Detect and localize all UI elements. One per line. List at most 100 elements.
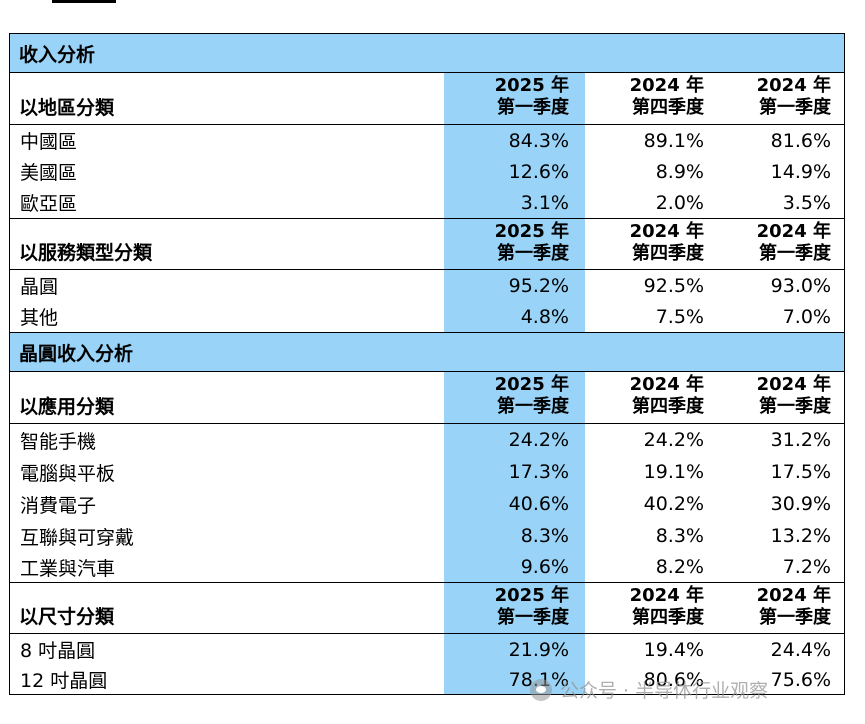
- value-cell: 31.2%: [770, 429, 831, 451]
- section-header-revenue: 收入分析: [10, 34, 844, 73]
- value-cell: 40.6%: [508, 493, 569, 515]
- value-cell: 9.6%: [520, 556, 569, 578]
- highlight-column: [444, 552, 585, 582]
- col-header-2025q1: 2025 年第一季度: [495, 75, 569, 119]
- value-cell: 19.4%: [643, 638, 704, 661]
- table-row: 其他 4.8% 7.5% 7.0%: [10, 301, 844, 333]
- column-header-row: 以服務類型分類 2025 年第一季度 2024 年第四季度 2024 年第一季度: [10, 219, 844, 270]
- value-cell: 8.9%: [655, 160, 704, 183]
- value-cell: 17.5%: [770, 461, 831, 483]
- row-label: 智能手機: [20, 430, 97, 453]
- table-row: 中國區 84.3% 89.1% 81.6%: [10, 125, 844, 156]
- row-label: 美國區: [20, 162, 78, 184]
- value-cell: 95.2%: [508, 274, 569, 297]
- table-row: 歐亞區 3.1% 2.0% 3.5%: [10, 187, 844, 219]
- category-title: 以尺寸分類: [19, 606, 115, 628]
- section-title: 收入分析: [19, 43, 96, 66]
- highlight-column: [444, 424, 585, 456]
- wechat-icon: [530, 678, 552, 701]
- col-header-2025q1: 2025 年第一季度: [495, 585, 569, 629]
- highlight-column: [444, 187, 585, 218]
- column-header-row: 以地區分類 2025 年第一季度 2024 年第四季度 2024 年第一季度: [10, 73, 844, 125]
- highlight-column: [444, 156, 585, 187]
- col-header-line: 第一季度: [497, 97, 569, 118]
- col-header-line: 第一季度: [497, 396, 569, 417]
- col-header-line: 2024 年: [756, 221, 831, 242]
- row-label: 12 吋晶圓: [20, 670, 108, 692]
- col-header-line: 2024 年: [629, 585, 704, 606]
- col-header-line: 2024 年: [756, 75, 831, 96]
- col-header-line: 第一季度: [759, 607, 831, 628]
- row-label: 消費電子: [20, 494, 97, 517]
- value-cell: 7.2%: [782, 556, 831, 578]
- highlight-column: [444, 301, 585, 332]
- value-cell: 17.3%: [508, 461, 569, 483]
- table-row: 智能手機 24.2% 24.2% 31.2%: [10, 424, 844, 456]
- highlight-column: [444, 73, 585, 124]
- row-label: 中國區: [20, 131, 78, 153]
- col-header-2024q1: 2024 年第一季度: [757, 75, 831, 119]
- table-row: 8 吋晶圓 21.9% 19.4% 24.4%: [10, 634, 844, 665]
- highlight-column: [444, 520, 585, 552]
- col-header-line: 2024 年: [629, 221, 704, 242]
- value-cell: 40.2%: [643, 493, 704, 515]
- table-row: 電腦與平板 17.3% 19.1% 17.5%: [10, 456, 844, 488]
- highlight-column: [444, 270, 585, 301]
- col-header-line: 2024 年: [629, 374, 704, 395]
- col-header-2024q1: 2024 年第一季度: [757, 374, 831, 418]
- value-cell: 3.1%: [520, 191, 569, 214]
- value-cell: 7.0%: [782, 305, 831, 328]
- top-rule: [52, 0, 116, 3]
- value-cell: 21.9%: [508, 638, 569, 661]
- table-row: 美國區 12.6% 8.9% 14.9%: [10, 156, 844, 187]
- table-row: 12 吋晶圓 78.1% 80.6% 75.6%: [10, 665, 844, 694]
- revenue-analysis-table: 收入分析 以地區分類 2025 年第一季度 2024 年第四季度 2024 年第…: [9, 33, 845, 695]
- value-cell: 93.0%: [770, 274, 831, 297]
- col-header-line: 第一季度: [759, 396, 831, 417]
- col-header-2024q1: 2024 年第一季度: [757, 221, 831, 265]
- value-cell: 8.2%: [655, 556, 704, 578]
- col-header-2025q1: 2025 年第一季度: [495, 374, 569, 418]
- table-row: 晶圓 95.2% 92.5% 93.0%: [10, 270, 844, 301]
- value-cell: 4.8%: [520, 305, 569, 328]
- highlight-column: [444, 583, 585, 633]
- value-cell: 3.5%: [782, 191, 831, 214]
- value-cell: 8.3%: [655, 525, 704, 547]
- value-cell: 7.5%: [655, 305, 704, 328]
- col-header-line: 第四季度: [632, 97, 704, 118]
- table-row: 消費電子 40.6% 40.2% 30.9%: [10, 488, 844, 520]
- value-cell: 14.9%: [770, 160, 831, 183]
- col-header-2024q4: 2024 年第四季度: [630, 75, 704, 119]
- watermark-text: 公众号 · 半导体行业观察: [560, 680, 769, 702]
- col-header-line: 第四季度: [632, 243, 704, 264]
- value-cell: 30.9%: [770, 493, 831, 515]
- highlight-column: [444, 456, 585, 488]
- row-label: 電腦與平板: [20, 462, 116, 485]
- highlight-column: [444, 488, 585, 520]
- value-cell: 24.4%: [770, 638, 831, 661]
- row-label: 其他: [20, 307, 59, 329]
- highlight-column: [444, 665, 585, 694]
- col-header-2025q1: 2025 年第一季度: [495, 221, 569, 265]
- highlight-column: [444, 372, 585, 423]
- value-cell: 2.0%: [655, 191, 704, 214]
- value-cell: 89.1%: [643, 129, 704, 152]
- value-cell: 19.1%: [643, 461, 704, 483]
- col-header-line: 2024 年: [756, 374, 831, 395]
- column-header-row: 以應用分類 2025 年第一季度 2024 年第四季度 2024 年第一季度: [10, 372, 844, 424]
- value-cell: 92.5%: [643, 274, 704, 297]
- col-header-line: 2025 年: [494, 75, 569, 96]
- value-cell: 24.2%: [508, 429, 569, 451]
- col-header-2024q1: 2024 年第一季度: [757, 585, 831, 629]
- value-cell: 80.6%: [643, 668, 704, 691]
- column-header-row: 以尺寸分類 2025 年第一季度 2024 年第四季度 2024 年第一季度: [10, 583, 844, 634]
- value-cell: 75.6%: [770, 668, 831, 691]
- col-header-line: 2024 年: [756, 585, 831, 606]
- row-label: 歐亞區: [20, 193, 78, 215]
- col-header-line: 第四季度: [632, 607, 704, 628]
- col-header-line: 2025 年: [494, 221, 569, 242]
- value-cell: 8.3%: [520, 525, 569, 547]
- value-cell: 13.2%: [770, 525, 831, 547]
- highlight-column: [444, 219, 585, 269]
- col-header-line: 2025 年: [494, 374, 569, 395]
